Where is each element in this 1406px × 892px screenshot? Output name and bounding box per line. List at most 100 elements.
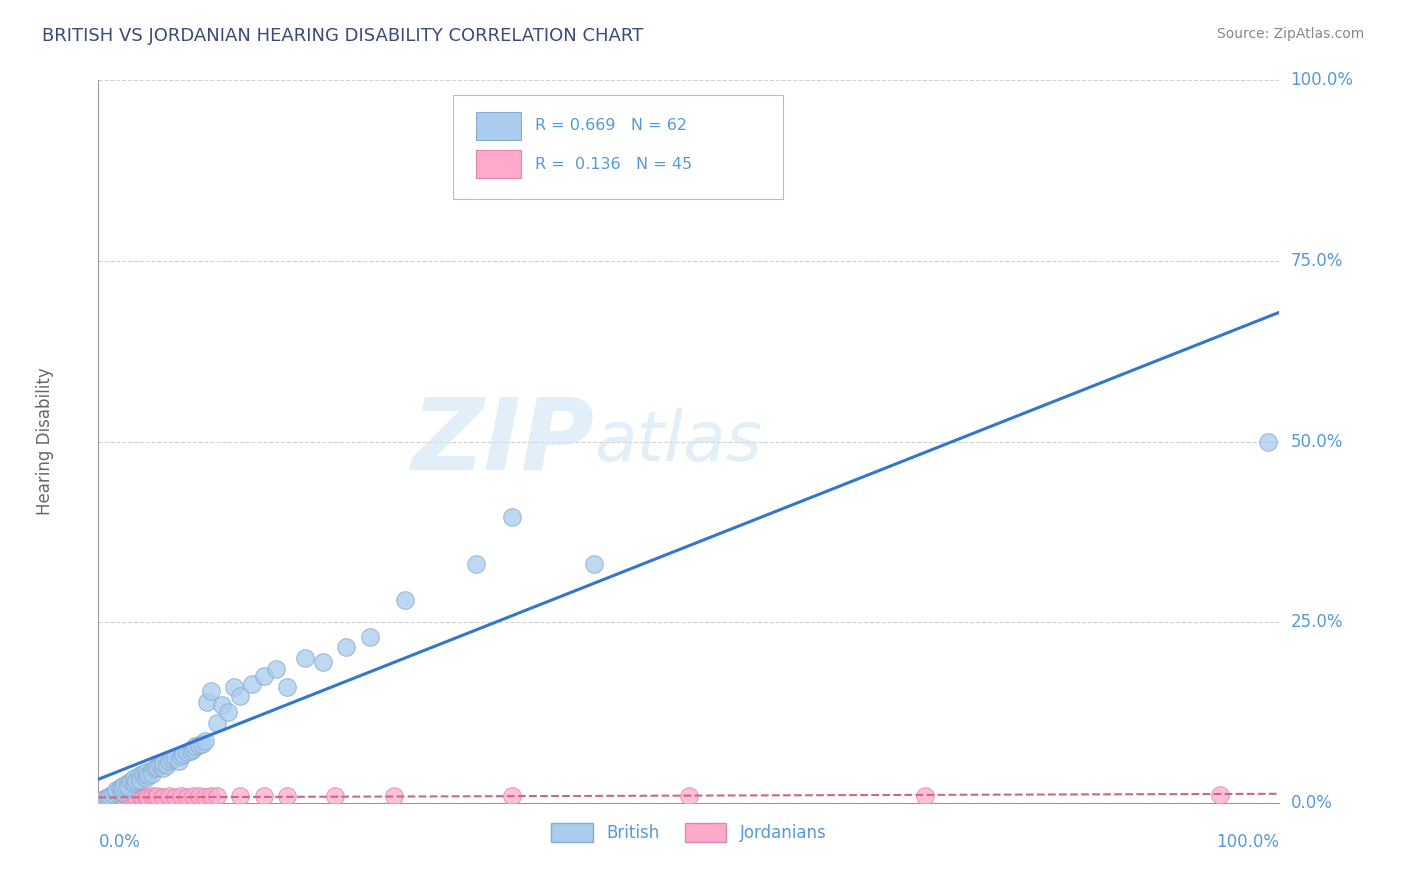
Point — [152, 761, 174, 775]
Point — [128, 789, 150, 804]
Point — [240, 676, 263, 690]
Point — [157, 754, 180, 768]
Point — [176, 745, 198, 759]
Bar — [477, 151, 522, 178]
Point — [136, 768, 159, 782]
Point — [583, 558, 606, 572]
Point — [108, 781, 131, 796]
Point — [217, 706, 239, 720]
Point — [97, 793, 120, 807]
Point — [253, 669, 276, 683]
Point — [135, 790, 157, 805]
Point — [141, 789, 163, 804]
Text: R =  0.136   N = 45: R = 0.136 N = 45 — [536, 157, 693, 171]
Point — [191, 737, 214, 751]
Point — [335, 640, 357, 655]
Point — [93, 792, 115, 806]
Point — [170, 748, 193, 763]
Point — [108, 792, 131, 806]
Legend: British, Jordanians: British, Jordanians — [544, 816, 834, 848]
Text: R = 0.669   N = 62: R = 0.669 N = 62 — [536, 119, 688, 133]
Point — [135, 765, 157, 780]
Point — [157, 789, 180, 804]
Point — [678, 789, 700, 803]
Point — [125, 774, 148, 789]
Point — [167, 754, 190, 768]
Point — [98, 789, 121, 803]
Point — [128, 768, 150, 782]
Point — [180, 744, 202, 758]
Point — [187, 738, 209, 752]
Point — [132, 767, 155, 781]
Point — [1209, 788, 1232, 802]
Point — [136, 790, 159, 805]
Point — [165, 751, 187, 765]
Point — [264, 662, 287, 676]
Point — [465, 558, 488, 572]
Point — [200, 789, 222, 804]
Point — [117, 775, 139, 789]
Point — [121, 790, 143, 805]
Point — [125, 790, 148, 805]
Text: atlas: atlas — [595, 408, 762, 475]
Text: 50.0%: 50.0% — [1291, 433, 1343, 450]
Point — [146, 789, 169, 804]
Point — [156, 758, 179, 772]
Text: Source: ZipAtlas.com: Source: ZipAtlas.com — [1216, 27, 1364, 41]
Point — [229, 789, 252, 804]
Point — [98, 792, 121, 806]
Point — [135, 771, 157, 785]
Point — [132, 790, 155, 805]
Point — [181, 741, 204, 756]
Point — [200, 683, 222, 698]
Point — [105, 791, 128, 805]
Text: BRITISH VS JORDANIAN HEARING DISABILITY CORRELATION CHART: BRITISH VS JORDANIAN HEARING DISABILITY … — [42, 27, 644, 45]
Point — [165, 790, 187, 805]
Text: ZIP: ZIP — [412, 393, 595, 490]
Point — [276, 680, 298, 694]
Point — [276, 789, 298, 804]
FancyBboxPatch shape — [453, 95, 783, 200]
Point — [184, 739, 207, 754]
Point — [111, 780, 134, 794]
Point — [112, 778, 135, 792]
Text: 75.0%: 75.0% — [1291, 252, 1343, 270]
Point — [253, 789, 276, 803]
Point — [121, 774, 143, 789]
Point — [112, 790, 135, 805]
Point — [160, 752, 183, 766]
Point — [103, 790, 125, 805]
Point — [194, 790, 217, 805]
Point — [152, 790, 174, 805]
Point — [117, 789, 139, 804]
Point — [205, 789, 228, 803]
Point — [176, 790, 198, 805]
Point — [323, 789, 346, 803]
Point — [229, 689, 252, 703]
Point — [97, 790, 120, 805]
Point — [128, 772, 150, 787]
Point — [101, 787, 124, 801]
Point — [152, 756, 174, 770]
Point — [143, 761, 166, 775]
Text: 100.0%: 100.0% — [1216, 833, 1279, 851]
Point — [96, 791, 118, 805]
Point — [107, 790, 129, 805]
Point — [1257, 434, 1279, 449]
Text: 0.0%: 0.0% — [1291, 794, 1333, 812]
Point — [146, 760, 169, 774]
Point — [181, 789, 204, 803]
Text: 0.0%: 0.0% — [98, 833, 141, 851]
Point — [382, 789, 405, 803]
Point — [122, 771, 145, 785]
Point — [194, 734, 217, 748]
Point — [205, 716, 228, 731]
Point — [141, 767, 163, 781]
Point — [98, 790, 121, 805]
Point — [170, 789, 193, 804]
Point — [105, 790, 128, 805]
Point — [149, 758, 172, 772]
Point — [143, 790, 166, 805]
Point — [501, 789, 523, 804]
Point — [105, 782, 128, 797]
